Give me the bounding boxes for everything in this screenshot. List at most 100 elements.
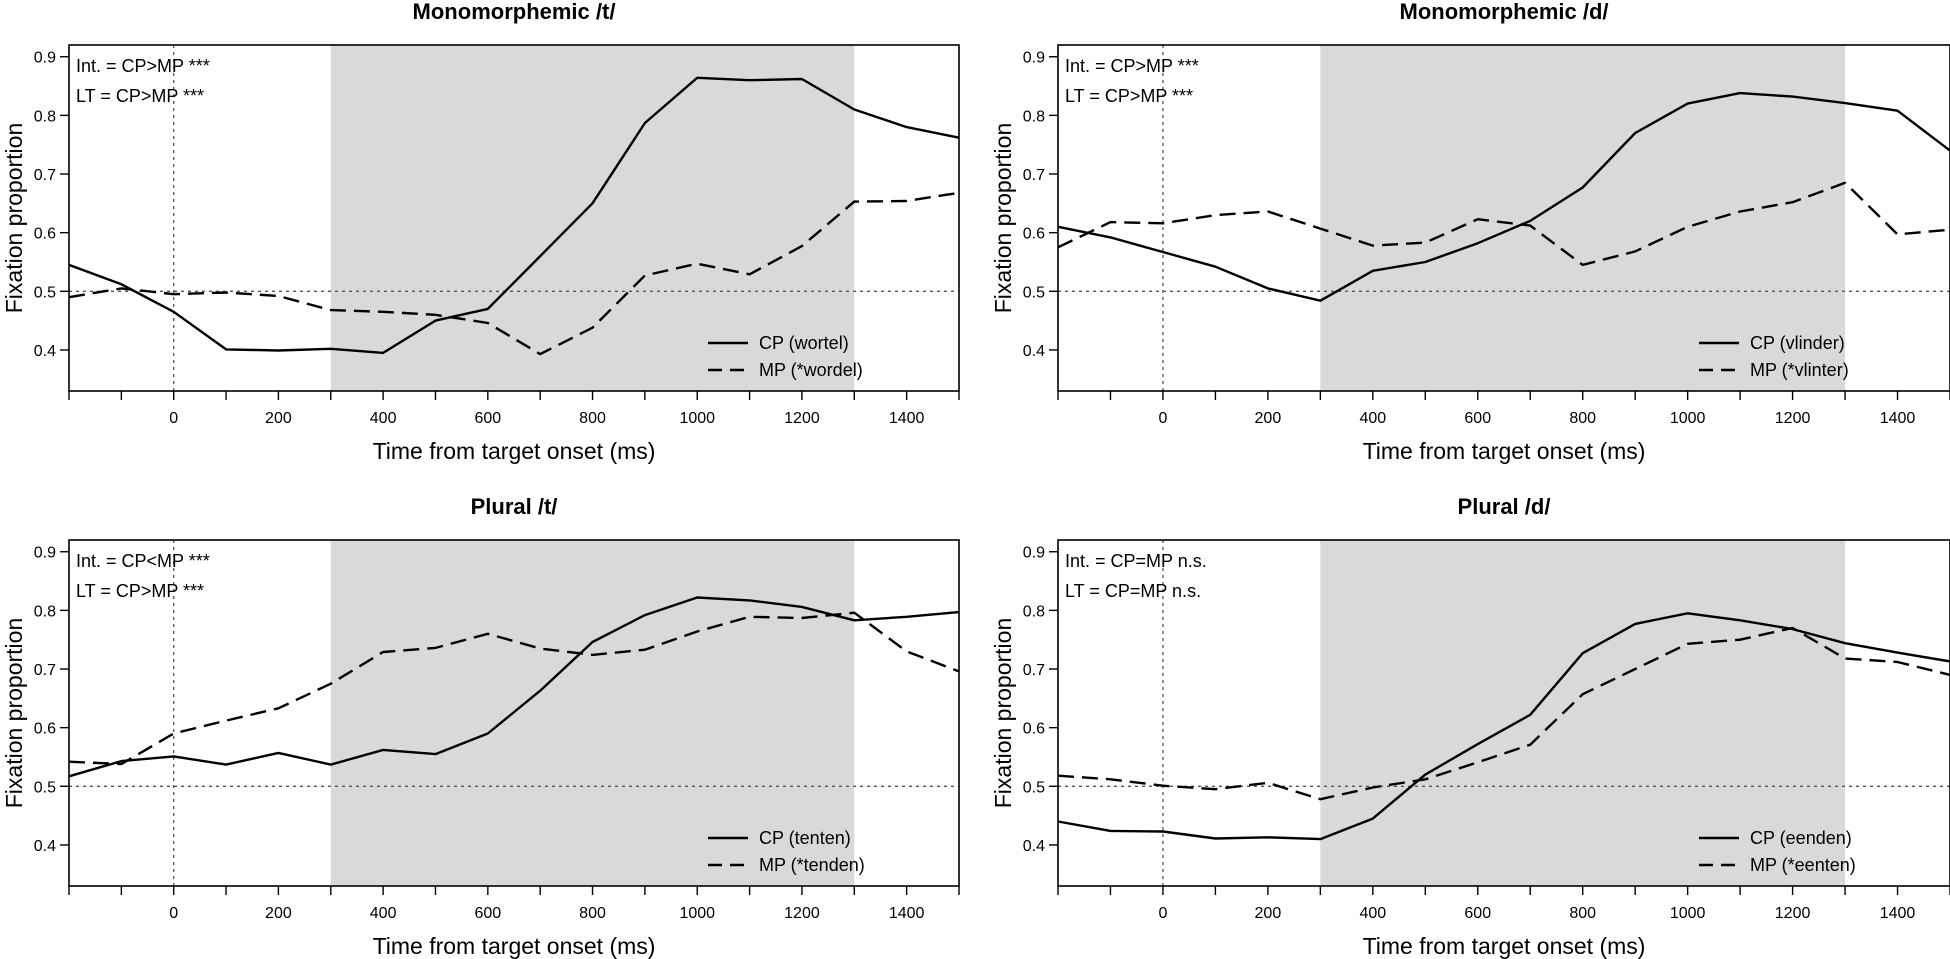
stat-annotation: LT = CP>MP *** <box>76 581 204 601</box>
x-tick-label: 1400 <box>1880 905 1916 922</box>
y-tick-label: 0.6 <box>34 721 56 738</box>
y-tick-label: 0.8 <box>34 603 56 620</box>
x-tick-label: 200 <box>1255 905 1282 922</box>
y-axis-label: Fixation proportion <box>1 618 27 809</box>
x-tick-label: 1400 <box>889 410 925 427</box>
legend-label: MP (*wordel) <box>759 360 863 380</box>
x-tick-label: 1200 <box>784 905 820 922</box>
series-line-cp <box>1057 612 1950 841</box>
x-tick-label: 1000 <box>679 410 715 427</box>
shaded-region <box>330 540 855 886</box>
panel-4: 0 200 400 600 800 1000 1200 1400 0.4 0.5 0.6 0.7 0.8… <box>990 494 1950 959</box>
chart-title: Plural /t/ <box>471 494 558 519</box>
y-axis-label: Fixation proportion <box>990 618 1016 809</box>
y-tick-label: 0.8 <box>1023 108 1045 125</box>
stat-annotation: LT = CP=MP n.s. <box>1065 581 1201 601</box>
x-tick-label: 0 <box>1158 905 1167 922</box>
x-tick-label: 1000 <box>1670 905 1706 922</box>
series-line-cp <box>1057 91 1950 302</box>
y-tick-label: 0.7 <box>1023 662 1045 679</box>
x-tick-label: 200 <box>265 905 292 922</box>
plot-frame <box>68 539 960 887</box>
shaded-region <box>330 45 855 391</box>
x-tick-label: 800 <box>1569 410 1596 427</box>
plot-frame <box>68 44 960 392</box>
y-tick-label: 0.4 <box>1023 343 1045 360</box>
x-tick-label: 800 <box>579 905 606 922</box>
x-tick-label: 400 <box>370 410 397 427</box>
shaded-region <box>1320 45 1846 391</box>
x-tick-label: 600 <box>474 410 501 427</box>
y-tick-label: 0.9 <box>1023 50 1045 67</box>
x-tick-label: 200 <box>265 410 292 427</box>
y-tick-label: 0.4 <box>1023 838 1045 855</box>
stat-annotation: Int. = CP>MP *** <box>76 56 210 76</box>
y-tick-label: 0.6 <box>1023 226 1045 243</box>
series-line-mp <box>68 611 960 766</box>
x-tick-label: 400 <box>1359 410 1386 427</box>
chart-title: Plural /d/ <box>1458 494 1551 519</box>
x-axis-label: Time from target onset (ms) <box>373 438 656 464</box>
x-tick-label: 0 <box>169 410 178 427</box>
x-tick-label: 0 <box>169 905 178 922</box>
legend-label: CP (wortel) <box>759 333 849 353</box>
stat-annotation: Int. = CP=MP n.s. <box>1065 551 1207 571</box>
x-tick-label: 1200 <box>784 410 820 427</box>
series-line-mp <box>1057 181 1950 267</box>
y-tick-label: 0.6 <box>34 226 56 243</box>
legend-label: CP (eenden) <box>1750 828 1852 848</box>
legend-label: MP (*eenten) <box>1750 855 1856 875</box>
x-tick-label: 200 <box>1255 410 1282 427</box>
legend-label: CP (tenten) <box>759 828 851 848</box>
x-tick-label: 800 <box>579 410 606 427</box>
x-tick-label: 600 <box>474 905 501 922</box>
x-axis-label: Time from target onset (ms) <box>1363 438 1646 464</box>
x-tick-label: 400 <box>370 905 397 922</box>
y-tick-label: 0.5 <box>34 779 56 796</box>
series-line-cp <box>68 76 960 355</box>
y-tick-label: 0.9 <box>1023 545 1045 562</box>
x-tick-label: 1000 <box>1670 410 1706 427</box>
y-tick-label: 0.5 <box>1023 779 1045 796</box>
panel-3: 0 200 400 600 800 1000 1200 1400 0.4 0.5 0.6 0.7 0.8… <box>1 494 960 959</box>
x-tick-label: 1400 <box>889 905 925 922</box>
stat-annotation: Int. = CP<MP *** <box>76 551 210 571</box>
y-tick-label: 0.7 <box>34 167 56 184</box>
y-tick-label: 0.5 <box>34 284 56 301</box>
y-axis-label: Fixation proportion <box>1 123 27 314</box>
x-tick-label: 600 <box>1464 410 1491 427</box>
chart-title: Monomorphemic /d/ <box>1400 0 1609 24</box>
legend-label: CP (vlinder) <box>1750 333 1845 353</box>
y-tick-label: 0.8 <box>34 108 56 125</box>
panel-1: 0 200 400 600 800 1000 1200 1400 0.4 0.5 0.6 0.7 0.8… <box>1 0 960 464</box>
x-tick-label: 600 <box>1464 905 1491 922</box>
x-axis-label: Time from target onset (ms) <box>1363 933 1646 959</box>
x-tick-label: 0 <box>1158 410 1167 427</box>
stat-annotation: Int. = CP>MP *** <box>1065 56 1199 76</box>
x-axis-label: Time from target onset (ms) <box>373 933 656 959</box>
shaded-region <box>1320 540 1846 886</box>
stat-annotation: LT = CP>MP *** <box>1065 86 1193 106</box>
y-tick-label: 0.4 <box>34 343 56 360</box>
x-tick-label: 1000 <box>679 905 715 922</box>
x-tick-label: 1400 <box>1880 410 1916 427</box>
series-line-cp <box>68 596 960 778</box>
stat-annotation: LT = CP>MP *** <box>76 86 204 106</box>
y-tick-label: 0.5 <box>1023 284 1045 301</box>
chart-title: Monomorphemic /t/ <box>413 0 616 24</box>
y-tick-label: 0.9 <box>34 545 56 562</box>
y-tick-label: 0.7 <box>1023 167 1045 184</box>
y-axis-label: Fixation proportion <box>990 123 1016 314</box>
plot-frame <box>1057 539 1950 887</box>
y-tick-label: 0.4 <box>34 838 56 855</box>
y-tick-label: 0.8 <box>1023 603 1045 620</box>
x-tick-label: 1200 <box>1775 410 1811 427</box>
series-line-mp <box>1057 626 1950 801</box>
x-tick-label: 1200 <box>1775 905 1811 922</box>
y-tick-label: 0.9 <box>34 50 56 67</box>
legend-label: MP (*tenden) <box>759 855 865 875</box>
x-tick-label: 400 <box>1359 905 1386 922</box>
legend-label: MP (*vlinter) <box>1750 360 1849 380</box>
x-tick-label: 800 <box>1569 905 1596 922</box>
